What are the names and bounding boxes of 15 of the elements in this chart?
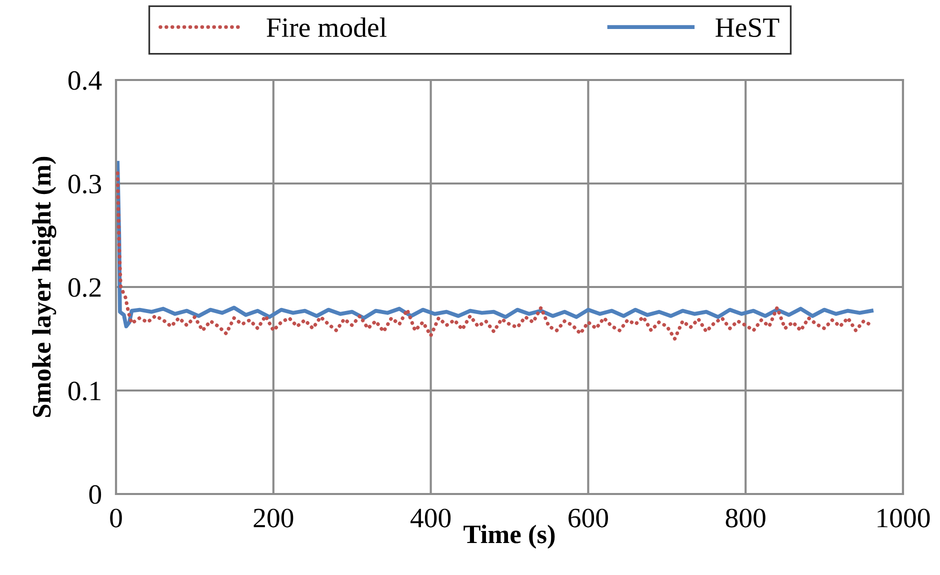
legend-label: Fire model bbox=[266, 17, 386, 38]
y-tick-label: 0.4 bbox=[68, 71, 102, 90]
x-tick-label: 0 bbox=[110, 508, 122, 528]
y-tick-label: 0.3 bbox=[68, 174, 102, 194]
x-tick-label: 800 bbox=[726, 508, 766, 528]
x-tick-label: 400 bbox=[410, 508, 451, 528]
y-tick-label: 0.2 bbox=[68, 278, 101, 298]
y-tick-label: 0 bbox=[89, 485, 102, 504]
legend-label: HeST bbox=[716, 18, 780, 38]
x-tick-label: 1000 bbox=[878, 508, 930, 528]
x-tick-label: 600 bbox=[568, 508, 608, 528]
y-axis-title: Smoke layer height (m) bbox=[32, 156, 56, 417]
x-tick-label: 200 bbox=[254, 508, 294, 528]
y-tick-label: 0.1 bbox=[68, 382, 100, 401]
x-axis-title: Time (s) bbox=[464, 524, 555, 549]
